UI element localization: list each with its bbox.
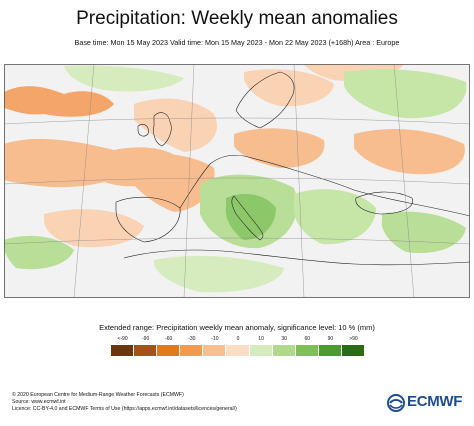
wet-region-nafrica — [154, 255, 284, 293]
coastline-uk — [153, 112, 172, 147]
legend-swatch — [341, 345, 366, 356]
dry-region-scandinavia — [244, 69, 334, 107]
legend-swatch — [249, 345, 273, 356]
legend-label: -60 — [165, 336, 173, 342]
ecmwf-logo-text: ECMWF — [407, 393, 463, 410]
wet-region-russia — [344, 69, 467, 119]
footer-credits: © 2020 European Centre for Medium-Range … — [12, 392, 237, 412]
map-frame — [4, 64, 470, 298]
coastline-iberia — [115, 196, 181, 243]
dry-region-east — [354, 129, 465, 175]
legend-label: 0 — [236, 336, 240, 342]
footer-licence: Licence: CC-BY-4.0 and ECMWF Terms of Us… — [12, 405, 237, 412]
map-canvas — [4, 64, 470, 298]
page-subtitle: Base time: Mon 15 May 2023 Valid time: M… — [74, 38, 400, 47]
map-grid — [4, 64, 470, 298]
legend-swatch — [111, 345, 135, 356]
legend-labels: <-90 -90 -60 -30 -10 0 10 30 60 90 >90 — [108, 336, 368, 344]
coastline-scandinavia — [235, 71, 295, 129]
ecmwf-logo: ECMWF — [386, 393, 466, 413]
dry-region-iberia — [44, 209, 144, 248]
wet-region-italy — [225, 193, 276, 240]
page-title: Precipitation: Weekly mean anomalies — [76, 8, 398, 29]
legend-colorbar — [111, 345, 366, 356]
wet-region-westmed — [4, 235, 74, 270]
coastline-ireland — [137, 124, 149, 137]
footer-copyright: © 2020 European Centre for Medium-Range … — [12, 392, 184, 398]
legend-label: -90 — [142, 336, 150, 342]
legend-label: 90 — [327, 336, 334, 342]
legend-swatch — [295, 345, 319, 356]
legend-label: 60 — [304, 336, 311, 342]
dry-region-central — [234, 128, 325, 168]
legend-swatch — [272, 345, 296, 356]
legend-swatch — [203, 345, 227, 356]
legend-label: -30 — [188, 336, 196, 342]
coastline-europe — [179, 154, 470, 217]
legend-swatch — [134, 345, 158, 356]
legend-label: 10 — [258, 336, 264, 342]
dry-region-northsea — [134, 98, 218, 152]
dry-region-atlantic — [4, 86, 114, 117]
footer-source: Source: www.ecmwf.int — [12, 398, 66, 405]
wet-region-atlantic-north — [64, 65, 184, 92]
coastline-nafrica — [123, 249, 470, 266]
coastline-italy — [231, 195, 264, 241]
legend-swatch — [180, 345, 204, 356]
coastline-blacksea — [355, 191, 413, 215]
legend-title: Extended range: Precipitation weekly mea… — [99, 323, 375, 332]
legend-swatch — [226, 345, 250, 356]
dry-region-france — [124, 153, 215, 212]
legend-label: -10 — [211, 336, 219, 342]
legend-swatch — [318, 345, 342, 356]
anomaly-map — [4, 64, 470, 298]
legend-label: <-90 — [117, 336, 128, 342]
legend-swatch — [157, 345, 181, 356]
ecmwf-logo-mark-icon — [387, 394, 405, 412]
legend-label: 30 — [281, 336, 287, 342]
wet-region-balkans — [293, 189, 376, 245]
legend-label: >90 — [349, 336, 358, 342]
